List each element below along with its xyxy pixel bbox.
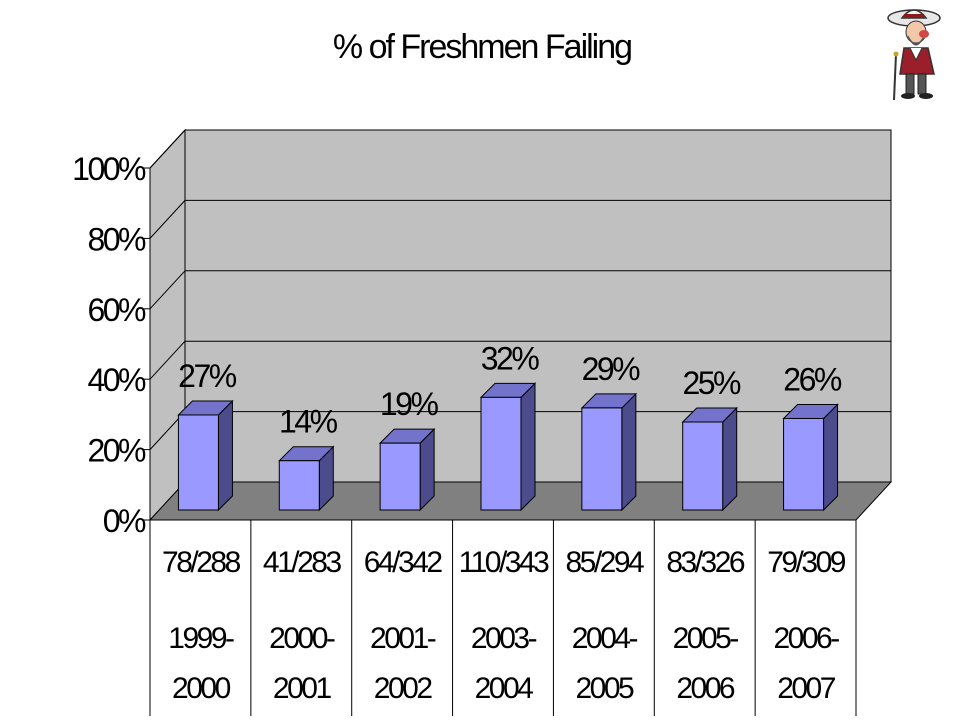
bar bbox=[581, 407, 623, 511]
data-label: 14% bbox=[279, 404, 338, 440]
bar bbox=[278, 460, 320, 511]
x-tick-label: 2004- bbox=[572, 622, 638, 655]
gridline-side bbox=[149, 340, 186, 380]
x-tick-label: 2002 bbox=[374, 672, 433, 705]
data-label: 25% bbox=[682, 365, 741, 401]
data-label: 26% bbox=[783, 361, 842, 397]
y-tick-label: 0% bbox=[103, 503, 146, 539]
x-tick-label: 2000- bbox=[269, 622, 335, 655]
bar-side bbox=[621, 392, 637, 512]
bar-group bbox=[479, 382, 537, 512]
x-tick-label: 2005 bbox=[575, 672, 634, 705]
gridline-side bbox=[149, 270, 186, 310]
x-tick-label: 2001 bbox=[273, 672, 332, 705]
x-tick-label: 2005- bbox=[673, 622, 739, 655]
bars bbox=[177, 382, 839, 512]
gridline-side bbox=[149, 200, 186, 239]
bar bbox=[480, 396, 522, 511]
bar-group bbox=[278, 445, 335, 512]
bar-group bbox=[681, 406, 738, 512]
y-tick-label: 60% bbox=[87, 292, 146, 328]
count-label: 79/309 bbox=[767, 546, 846, 579]
x-tick-label: 2006- bbox=[773, 622, 839, 655]
count-label: 78/288 bbox=[162, 546, 241, 579]
bar bbox=[379, 442, 421, 511]
count-label: 41/283 bbox=[263, 546, 342, 579]
x-tick-label: 2003- bbox=[471, 622, 537, 655]
y-tick-label: 80% bbox=[87, 221, 146, 257]
data-label: 32% bbox=[481, 340, 540, 376]
x-tick-label: 2004 bbox=[475, 672, 534, 705]
bar-group bbox=[177, 399, 234, 512]
x-tick-label: 1999- bbox=[168, 622, 234, 655]
data-label: 27% bbox=[178, 358, 237, 394]
x-tick-label: 2001- bbox=[370, 622, 436, 655]
gridline-side bbox=[149, 129, 186, 169]
y-tick-label: 100% bbox=[72, 151, 146, 187]
bar-side bbox=[520, 382, 536, 512]
data-label: 19% bbox=[380, 386, 439, 422]
bar-group bbox=[782, 403, 839, 512]
y-tick-label: 20% bbox=[87, 433, 146, 469]
bar bbox=[783, 417, 825, 511]
count-label: 85/294 bbox=[565, 546, 644, 579]
count-label: 83/326 bbox=[666, 546, 745, 579]
bar-group bbox=[378, 427, 436, 512]
x-tick-label: 2007 bbox=[777, 672, 836, 705]
x-tick-label: 2000 bbox=[172, 672, 231, 705]
count-label: 64/342 bbox=[364, 546, 443, 579]
data-label: 29% bbox=[582, 351, 641, 387]
bar-side bbox=[823, 403, 839, 512]
y-tick-label: 40% bbox=[87, 362, 146, 398]
count-label: 110/343 bbox=[459, 546, 550, 579]
bar bbox=[177, 414, 219, 511]
bar-side bbox=[217, 399, 233, 512]
bar bbox=[682, 421, 724, 511]
x-tick-label: 2006 bbox=[676, 672, 735, 705]
bar-group bbox=[580, 392, 638, 512]
bar-side bbox=[722, 406, 738, 512]
rebel-mascot-icon bbox=[887, 9, 941, 101]
chart-title: % of Freshmen Failing bbox=[333, 28, 631, 66]
labels: 0% 20% 40% 60% 80% 100% 27% 14% 19% 32% 29% 25% 26% 7… bbox=[72, 151, 848, 705]
